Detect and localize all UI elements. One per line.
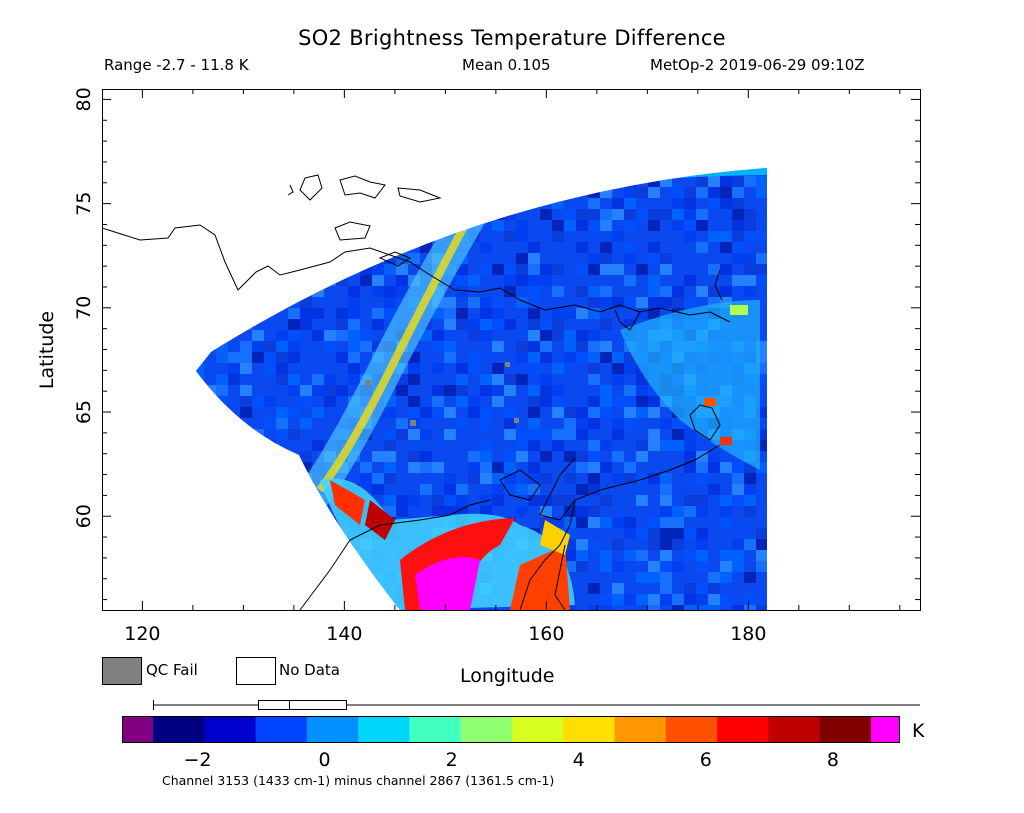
qc-fail-swatch	[102, 657, 142, 685]
colorbar-tick-label: 2	[446, 749, 458, 771]
colorbar-tick-label: −2	[183, 749, 211, 771]
y-tick-label: 70	[73, 296, 95, 320]
colorbar-segment	[768, 716, 821, 742]
colorbar-segment	[665, 716, 718, 742]
range-label: Range -2.7 - 11.8 K	[104, 56, 249, 74]
no-data-label: No Data	[279, 661, 340, 679]
y-tick-label: 80	[73, 87, 95, 111]
x-axis-label: Longitude	[460, 665, 555, 687]
colorbar-segment	[153, 716, 205, 742]
colorbar-segment	[460, 716, 513, 742]
colorbar-segment	[358, 716, 411, 742]
colorbar-segment	[819, 716, 872, 742]
colorbar-segment	[717, 716, 770, 742]
colorbar-over-swatch	[871, 716, 900, 742]
y-axis-ticks: 60 65 70 75 80	[73, 87, 920, 601]
map-title: SO2 Brightness Temperature Difference	[298, 26, 726, 50]
colorbar-range-box	[258, 700, 347, 710]
colorbar-tick-label: 4	[573, 749, 585, 771]
mean-label: Mean 0.105	[462, 56, 551, 74]
y-tick-label: 75	[73, 192, 95, 216]
y-axis-label: Latitude	[36, 310, 58, 390]
colorbar-under-swatch	[122, 716, 153, 742]
colorbar-segment	[512, 716, 564, 742]
colorbar-tick-label: 0	[319, 749, 331, 771]
qc-fail-label: QC Fail	[146, 661, 198, 679]
swath-data	[196, 168, 767, 610]
colorbar-segment	[204, 716, 257, 742]
colorbar-tick-label: 6	[700, 749, 712, 771]
y-tick-label: 60	[73, 504, 95, 528]
colorbar: −2 0 2 4 6 8 K	[122, 700, 925, 771]
y-tick-label: 65	[73, 400, 95, 424]
x-tick-label: 180	[730, 623, 766, 645]
colorbar-tick-label: 8	[827, 749, 839, 771]
x-axis-ticks: 120 140 160 180	[124, 89, 901, 645]
x-tick-label: 140	[326, 623, 362, 645]
colorbar-segment	[306, 716, 359, 742]
channel-footer: Channel 3153 (1433 cm-1) minus channel 2…	[162, 773, 555, 788]
colorbar-segment	[409, 716, 462, 742]
x-tick-label: 160	[528, 623, 564, 645]
colorbar-segment	[563, 716, 616, 742]
coastline-layer	[102, 174, 731, 610]
no-data-swatch	[236, 657, 276, 685]
colorbar-segment	[255, 716, 308, 742]
x-tick-label: 120	[124, 623, 160, 645]
colorbar-unit: K	[912, 720, 925, 742]
satellite-time-label: MetOp-2 2019-06-29 09:10Z	[650, 56, 865, 74]
colorbar-segment	[614, 716, 667, 742]
